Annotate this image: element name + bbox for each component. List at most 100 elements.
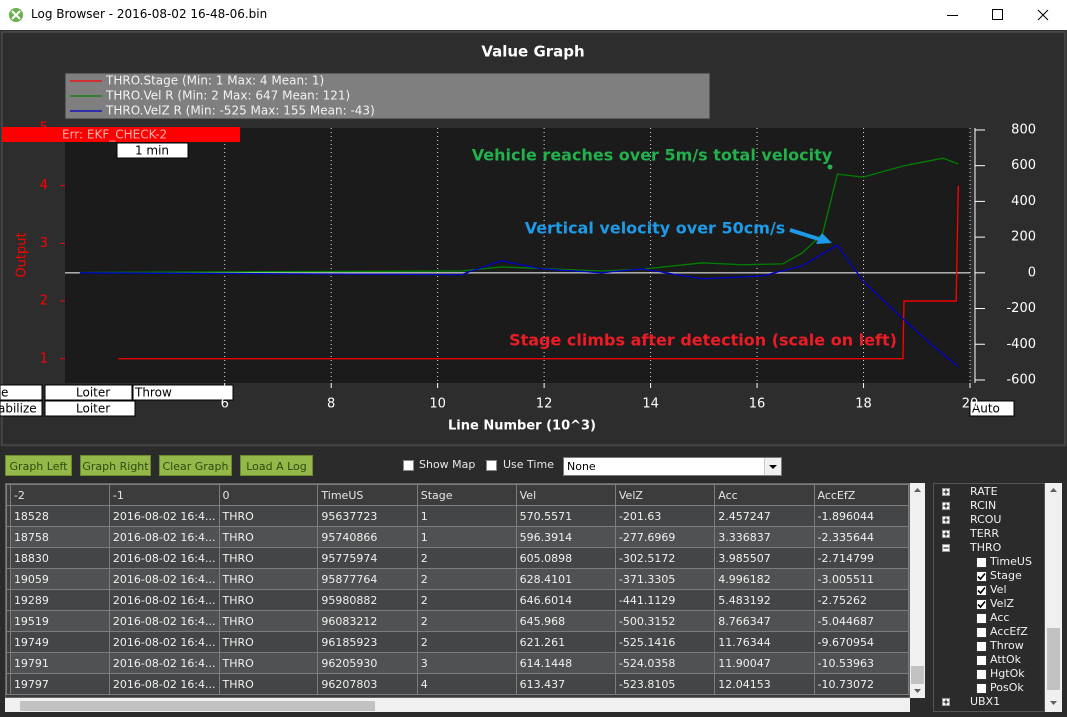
table-cell: -9.670954 <box>813 631 909 653</box>
column-header[interactable]: VelZ <box>614 484 716 506</box>
table-cell: -5.044687 <box>813 610 909 632</box>
checkbox-label: Use Time <box>503 458 554 471</box>
toolbar-button[interactable]: Clear Graph <box>159 455 232 476</box>
tree-node[interactable]: RATE <box>970 485 998 498</box>
series-dropdown[interactable]: None <box>563 457 782 476</box>
maximize-button[interactable] <box>975 0 1020 30</box>
tree-expander[interactable] <box>942 488 950 496</box>
table-cell: -10.73072 <box>813 673 909 695</box>
table-cell: -524.0358 <box>614 652 716 674</box>
tree-expander[interactable] <box>942 530 950 538</box>
horizontal-scrollbar[interactable] <box>5 698 910 712</box>
column-header[interactable]: Stage <box>416 484 517 506</box>
x-tick-label: 6 <box>221 397 229 412</box>
column-header[interactable]: 0 <box>218 484 319 506</box>
use-time-checkbox[interactable] <box>486 460 497 471</box>
time-marker-box <box>116 142 189 159</box>
table-cell: 2 <box>416 610 517 632</box>
table-cell: 18830 <box>9 547 110 569</box>
toolbar-button[interactable]: Load A Log <box>240 455 313 476</box>
table-cell: -371.3305 <box>614 568 716 590</box>
tree-leaf[interactable]: AttOk <box>990 653 1021 666</box>
annotation-pointer <box>827 164 833 170</box>
y-tick-label: 4 <box>40 178 48 193</box>
dropdown-value: None <box>567 460 596 473</box>
x-tick-label: 14 <box>642 397 659 412</box>
dropdown-arrow <box>764 458 781 475</box>
table-row[interactable]: 19289 2016-08-02 16:4... THRO 95980882 2 646.… <box>6 589 909 611</box>
minimize-button[interactable] <box>930 0 975 30</box>
table-cell: 95637723 <box>317 505 418 527</box>
table-row[interactable]: 19059 2016-08-02 16:4... THRO 95877764 2 628.… <box>6 568 909 590</box>
tree-checkbox[interactable] <box>976 613 987 624</box>
column-header[interactable]: Acc <box>714 484 815 506</box>
column-header[interactable]: TimeUS <box>317 484 418 506</box>
table-row[interactable]: 18758 2016-08-02 16:4... THRO 95740866 1 596.… <box>6 526 909 548</box>
y2-tick-label: 400 <box>1011 194 1036 209</box>
table-cell: -1.896044 <box>813 505 909 527</box>
table-cell: 19289 <box>9 589 110 611</box>
y2-tick-label: 600 <box>1011 158 1036 173</box>
tree-expander[interactable] <box>942 698 950 706</box>
table-row[interactable]: 19791 2016-08-02 16:4... THRO 96205930 3 614.… <box>6 652 909 674</box>
tree-node[interactable]: RCOU <box>970 513 1002 526</box>
table-cell: THRO <box>218 673 319 695</box>
table-row[interactable]: 19749 2016-08-02 16:4... THRO 96185923 2 621.… <box>6 631 909 653</box>
tree-leaf[interactable]: AccEfZ <box>990 625 1028 638</box>
column-header[interactable]: -1 <box>108 484 220 506</box>
column-header[interactable]: AccEfZ <box>813 484 909 506</box>
column-header[interactable]: -2 <box>9 484 110 506</box>
tree-expander[interactable] <box>942 516 950 524</box>
toolbar-button[interactable]: Graph Left <box>5 455 72 476</box>
tree-node[interactable]: TERR <box>970 527 999 540</box>
tree-checkbox[interactable] <box>976 669 987 680</box>
tree-node[interactable]: RCIN <box>970 499 997 512</box>
table-row[interactable]: 19519 2016-08-02 16:4... THRO 96083212 2 645.… <box>6 610 909 632</box>
tree-checkbox[interactable] <box>976 557 987 568</box>
vertical-scrollbar[interactable] <box>910 483 925 698</box>
tree-checkbox[interactable] <box>976 655 987 666</box>
tree-node[interactable]: UBX1 <box>970 695 1001 708</box>
table-cell: 621.261 <box>515 631 616 653</box>
table-cell: 3 <box>416 652 517 674</box>
table-row[interactable]: 18528 2016-08-02 16:4... THRO 95637723 1 570.… <box>6 505 909 527</box>
tree-checkbox[interactable] <box>976 683 987 694</box>
table-cell: 2.457247 <box>714 505 815 527</box>
show-map-checkbox[interactable] <box>403 460 414 471</box>
column-header[interactable]: Vel <box>515 484 616 506</box>
table-cell: 19749 <box>9 631 110 653</box>
table-cell: 2016-08-02 16:4... <box>108 610 220 632</box>
close-button[interactable] <box>1020 0 1067 30</box>
toolbar-button[interactable]: Graph Right <box>80 455 151 476</box>
tree-expander[interactable] <box>942 544 950 552</box>
tree-leaf[interactable]: VelZ <box>990 597 1015 610</box>
table-row[interactable]: 18830 2016-08-02 16:4... THRO 95775974 2 605.… <box>6 547 909 569</box>
tree-leaf[interactable]: PosOk <box>990 681 1024 694</box>
table-cell: 95775974 <box>317 547 418 569</box>
y-tick-label: 5 <box>40 121 48 136</box>
tree-checkbox[interactable] <box>976 599 987 610</box>
tree-leaf[interactable]: Acc <box>990 611 1010 624</box>
tree-scrollbar[interactable] <box>1045 483 1062 712</box>
tree-leaf[interactable]: HgtOk <box>990 667 1025 680</box>
tree-leaf[interactable]: Stage <box>990 569 1022 582</box>
tree-checkbox[interactable] <box>976 585 987 596</box>
mode-label: Throw <box>134 386 172 400</box>
table-row[interactable]: 19797 2016-08-02 16:4... THRO 96207803 4 613.… <box>6 673 909 695</box>
tree-checkbox[interactable] <box>976 641 987 652</box>
table-cell: 11.76344 <box>714 631 815 653</box>
tree-leaf[interactable]: Vel <box>990 583 1007 596</box>
table-cell: 2 <box>416 631 517 653</box>
table-cell: 2016-08-02 16:4... <box>108 568 220 590</box>
tree-node[interactable]: THRO <box>970 541 1002 554</box>
mode-label: Loiter <box>76 386 110 400</box>
tree-checkbox[interactable] <box>976 627 987 638</box>
tree-expander[interactable] <box>942 502 950 510</box>
tree-checkbox[interactable] <box>976 571 987 582</box>
legend-box <box>64 72 711 120</box>
y-tick-label: 3 <box>40 236 48 251</box>
tree-leaf[interactable]: Throw <box>990 639 1024 652</box>
app-icon <box>9 8 23 22</box>
tree-leaf[interactable]: TimeUS <box>990 555 1032 568</box>
